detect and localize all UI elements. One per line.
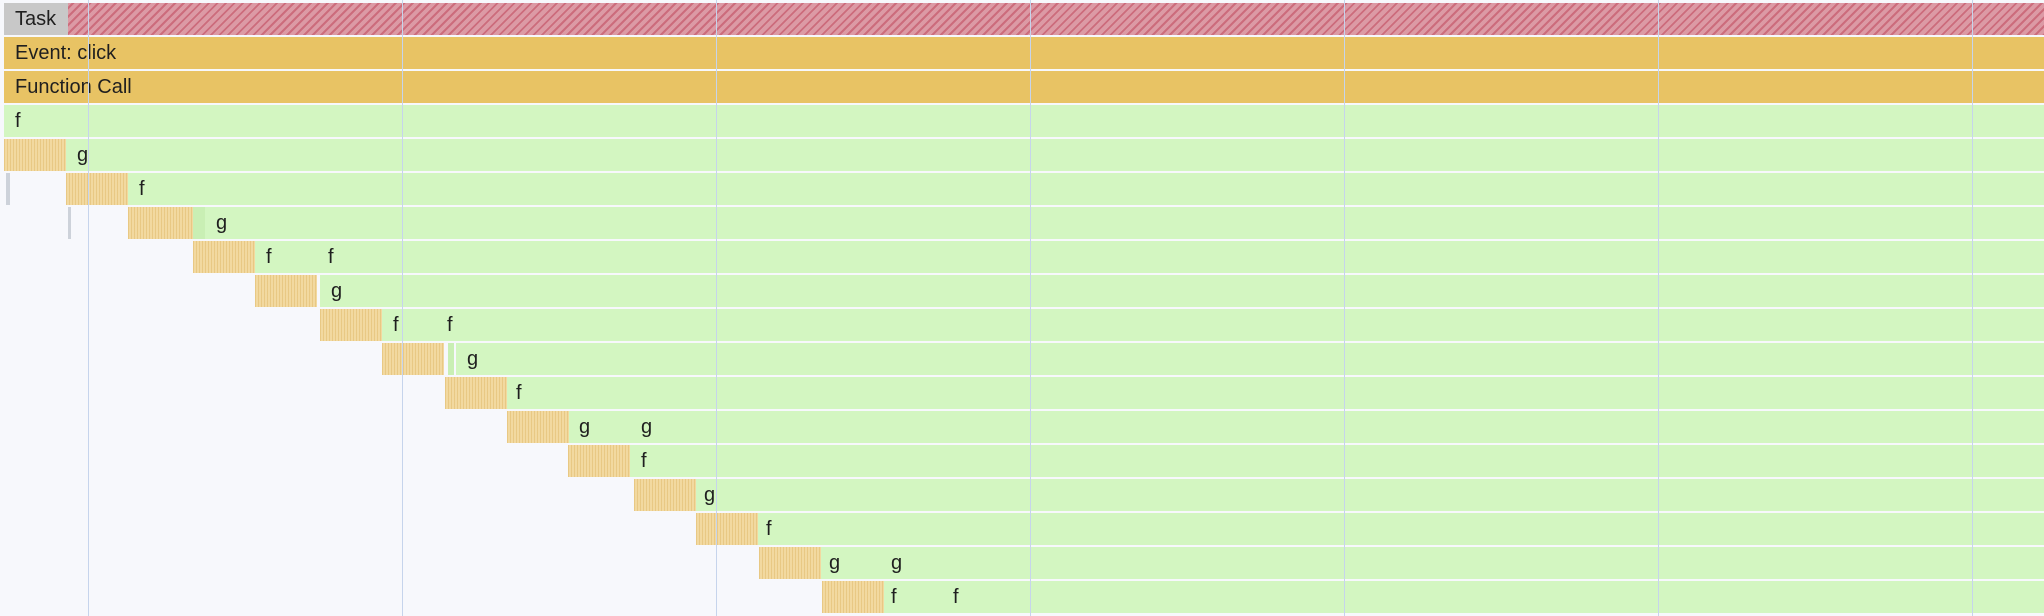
self-time-block[interactable]: [759, 547, 821, 579]
function-call-bar[interactable]: Function Call: [4, 71, 2044, 103]
self-time-block[interactable]: [4, 139, 66, 171]
function-frame-f[interactable]: f: [942, 581, 2044, 613]
function-frame-g[interactable]: g: [568, 411, 630, 443]
self-time-block[interactable]: [568, 445, 630, 477]
function-frame-g[interactable]: g: [693, 479, 2044, 511]
function-frame-g[interactable]: g: [630, 411, 2044, 443]
small-frame-sliver[interactable]: [6, 173, 10, 205]
function-frame-g[interactable]: g: [320, 275, 2044, 307]
task-bar-label[interactable]: Task: [4, 3, 68, 35]
small-frame-sliver[interactable]: [68, 207, 71, 239]
self-time-block[interactable]: [822, 581, 884, 613]
function-frame-g[interactable]: g: [880, 547, 2044, 579]
function-frame-f[interactable]: f: [128, 173, 2044, 205]
function-frame-f[interactable]: f: [436, 309, 2044, 341]
function-frame-g[interactable]: g: [456, 343, 2044, 375]
function-frame-g[interactable]: g: [818, 547, 880, 579]
function-frame-f[interactable]: f: [317, 241, 2044, 273]
self-time-block[interactable]: [193, 241, 255, 273]
self-time-block[interactable]: [320, 309, 382, 341]
small-frame-sliver[interactable]: [448, 343, 454, 375]
self-time-block[interactable]: [255, 275, 317, 307]
self-time-block[interactable]: [382, 343, 444, 375]
function-frame-f[interactable]: f: [4, 105, 2044, 137]
function-frame-f[interactable]: f: [755, 513, 2044, 545]
function-frame-f[interactable]: f: [382, 309, 444, 341]
time-gridline: [1658, 0, 1659, 616]
function-frame-g[interactable]: g: [205, 207, 2044, 239]
function-frame-g[interactable]: g: [66, 139, 2044, 171]
function-frame-f[interactable]: f: [880, 581, 942, 613]
small-frame-sliver[interactable]: [193, 207, 205, 239]
function-frame-f[interactable]: f: [255, 241, 317, 273]
function-frame-f[interactable]: f: [505, 377, 2044, 409]
time-gridline: [716, 0, 717, 616]
self-time-block[interactable]: [128, 207, 193, 239]
event-click-bar[interactable]: Event: click: [4, 37, 2044, 69]
self-time-block[interactable]: [507, 411, 569, 443]
time-gridline: [1972, 0, 1973, 616]
task-bar[interactable]: [4, 3, 2044, 35]
self-time-block[interactable]: [696, 513, 758, 545]
time-gridline: [88, 0, 89, 616]
self-time-block[interactable]: [634, 479, 696, 511]
time-gridline: [1344, 0, 1345, 616]
time-gridline: [402, 0, 403, 616]
time-gridline: [1030, 0, 1031, 616]
self-time-block[interactable]: [66, 173, 128, 205]
self-time-block[interactable]: [445, 377, 507, 409]
function-frame-f[interactable]: f: [630, 445, 2044, 477]
